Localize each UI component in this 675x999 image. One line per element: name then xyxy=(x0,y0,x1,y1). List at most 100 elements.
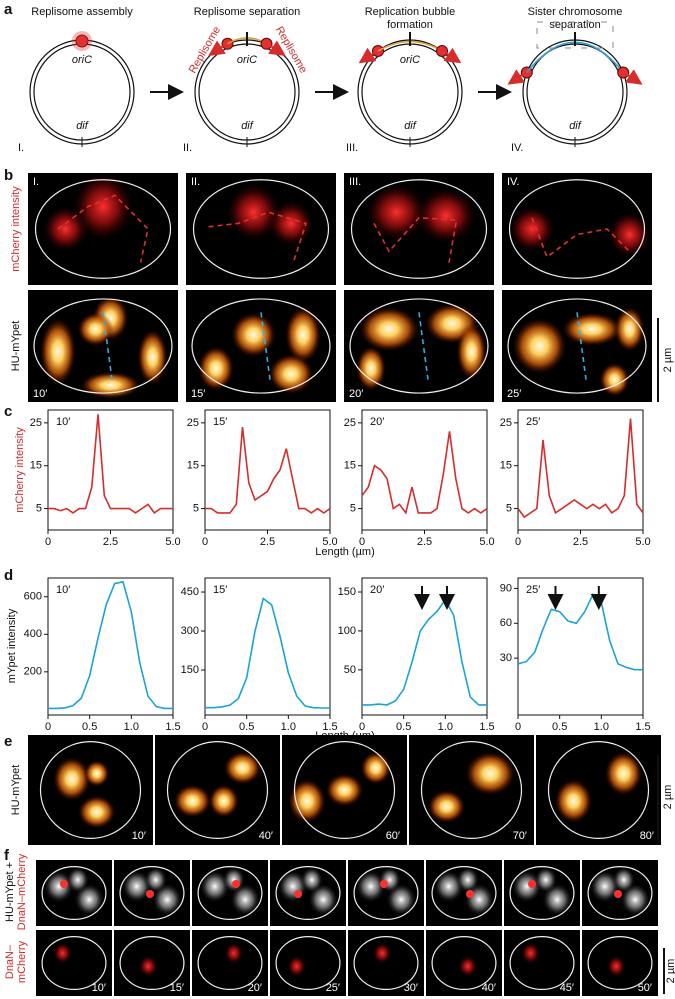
replisome-spot xyxy=(528,880,536,888)
label: oriC xyxy=(400,54,420,66)
label: 15′ xyxy=(170,982,184,994)
label: 90 xyxy=(500,582,512,594)
label: 45′ xyxy=(560,982,574,994)
label: 50 xyxy=(344,664,356,676)
label: Replication bubble xyxy=(365,6,456,18)
label: 2 µm xyxy=(662,348,674,373)
cell-outline xyxy=(275,865,341,920)
label: 40′ xyxy=(259,830,273,842)
label: 5 xyxy=(350,502,356,514)
cell-outline xyxy=(41,935,107,990)
cell-outline xyxy=(34,179,172,279)
signal xyxy=(144,866,168,893)
cell-outline xyxy=(39,740,142,839)
label: 25′ xyxy=(526,416,540,428)
micrograph xyxy=(192,930,268,996)
signal xyxy=(231,312,276,358)
label: 15 xyxy=(500,460,512,472)
label: 0 xyxy=(359,536,365,548)
replisome xyxy=(72,31,92,51)
signal xyxy=(378,866,402,893)
label: 25 xyxy=(344,417,356,429)
signal xyxy=(288,779,326,823)
signal xyxy=(199,869,230,903)
cell-outline xyxy=(507,298,647,394)
signal xyxy=(512,318,567,374)
label: 400 xyxy=(24,628,42,640)
label: 15′ xyxy=(213,584,227,596)
signal xyxy=(554,779,593,823)
plot-frame xyxy=(517,409,644,531)
cell-outline xyxy=(197,935,263,990)
label: Replisome separation xyxy=(194,6,300,18)
plot-frame xyxy=(47,577,174,716)
label: 15 xyxy=(187,460,199,472)
label: 0 xyxy=(202,721,208,733)
label: DnaN–mCherry xyxy=(16,853,28,930)
micrograph xyxy=(270,930,346,996)
dash-line xyxy=(531,217,631,259)
data-line xyxy=(517,418,644,519)
signal xyxy=(456,323,487,380)
label: IV. xyxy=(507,176,519,188)
label: 2.5 xyxy=(103,536,118,548)
cell-outline xyxy=(353,865,419,920)
cell-outline xyxy=(431,865,497,920)
signal xyxy=(121,869,152,903)
signal xyxy=(285,306,321,363)
label: 1.0 xyxy=(438,721,453,733)
label: 0 xyxy=(359,721,365,733)
label: 0 xyxy=(515,536,521,548)
signal xyxy=(287,955,306,977)
signal xyxy=(416,187,476,244)
label: HU-mYpet + xyxy=(4,862,16,922)
micrograph xyxy=(36,930,112,996)
signal xyxy=(66,866,90,893)
label: 2.5 xyxy=(573,536,588,548)
signal xyxy=(456,866,480,893)
plot-frame xyxy=(204,577,331,716)
label: 50′ xyxy=(638,982,652,994)
signal xyxy=(139,955,158,977)
label: mCherry intensity xyxy=(10,186,22,272)
label: c xyxy=(4,403,12,420)
signal xyxy=(465,751,516,796)
replisome-spot xyxy=(232,880,240,888)
cell-outline xyxy=(547,740,650,839)
signal xyxy=(73,173,133,241)
label: formation xyxy=(387,19,433,31)
signal xyxy=(534,866,558,893)
cell-outline xyxy=(192,179,330,279)
label: 5 xyxy=(36,502,42,514)
label: 60′ xyxy=(386,830,400,842)
label: oriC xyxy=(237,54,257,66)
label: 150 xyxy=(181,664,199,676)
label: 25′ xyxy=(507,388,521,400)
dash-line xyxy=(57,194,149,263)
label: 5 xyxy=(506,502,512,514)
label: 200 xyxy=(24,666,42,678)
cell-outline xyxy=(166,740,269,839)
label: 300 xyxy=(181,625,199,637)
label: 25′ xyxy=(326,982,340,994)
label: 80′ xyxy=(640,830,654,842)
cell-outline xyxy=(119,935,185,990)
cell-outline xyxy=(197,865,263,920)
micrograph xyxy=(536,735,661,845)
dash-line xyxy=(418,312,429,380)
signal xyxy=(433,869,464,903)
signal xyxy=(80,371,141,399)
signal xyxy=(53,942,72,964)
label: 30 xyxy=(500,652,512,664)
label: 0.5 xyxy=(396,721,411,733)
cell-outline xyxy=(420,740,523,839)
label: 25 xyxy=(500,417,512,429)
cell-outline xyxy=(353,935,419,990)
signal xyxy=(325,773,364,807)
signal xyxy=(226,184,281,241)
label: 0 xyxy=(202,536,208,548)
label: 25 xyxy=(30,417,42,429)
replisome-spot xyxy=(146,890,154,898)
signal xyxy=(198,346,234,391)
